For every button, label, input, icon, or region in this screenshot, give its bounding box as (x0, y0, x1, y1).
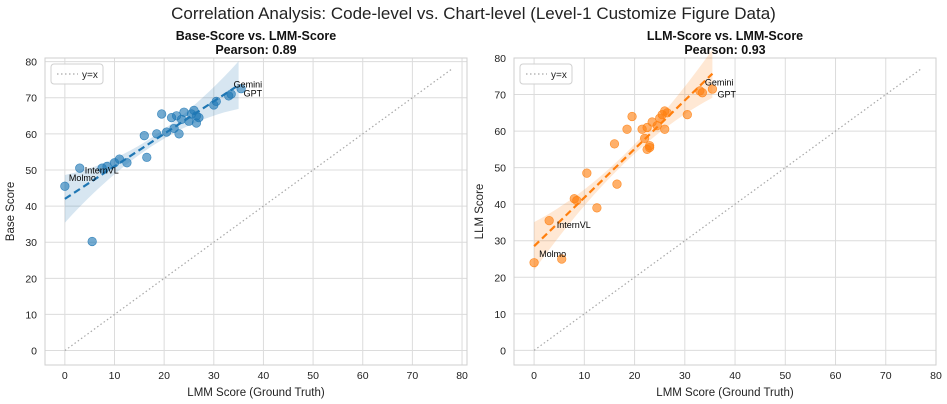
panel-title: Base-Score vs. LMM-Score (176, 29, 337, 43)
y-tick-label: 40 (494, 199, 506, 211)
data-point (60, 181, 70, 191)
y-tick-label: 0 (31, 346, 37, 358)
data-point (557, 254, 567, 264)
point-annotation: InternVL (85, 166, 119, 176)
y-tick-label: 60 (494, 126, 506, 138)
y-tick-label: 80 (494, 53, 506, 65)
y-axis-label: Base Score (5, 182, 17, 241)
data-point (662, 108, 672, 118)
data-point (75, 163, 85, 173)
identity-line (64, 68, 453, 352)
y-tick-label: 10 (494, 309, 506, 321)
data-point (697, 88, 707, 98)
data-point (122, 158, 132, 168)
x-tick-label: 70 (880, 370, 892, 382)
data-point (627, 111, 637, 122)
panel-title: LLM-Score vs. LMM-Score (647, 29, 803, 43)
x-tick-label: 20 (158, 370, 170, 382)
legend-label: y=x (551, 70, 567, 81)
x-tick-label: 10 (109, 370, 121, 382)
y-tick-label: 20 (25, 273, 37, 285)
data-point (152, 129, 162, 139)
data-point (226, 89, 236, 99)
data-point (157, 109, 167, 119)
x-tick-label: 10 (578, 370, 590, 382)
x-tick-label: 80 (456, 370, 468, 382)
y-tick-label: 70 (494, 90, 506, 102)
plot-frame (513, 57, 937, 366)
x-tick-label: 0 (62, 370, 68, 382)
data-point (609, 139, 620, 149)
x-tick-label: 60 (357, 370, 369, 382)
point-annotation: Molmo (539, 249, 566, 259)
identity-line (533, 68, 922, 351)
y-tick-label: 80 (25, 57, 37, 69)
point-annotation: InternVL (557, 220, 591, 230)
y-tick-label: 70 (25, 93, 37, 105)
data-point (162, 127, 172, 137)
x-axis-label: LMM Score (Ground Truth) (187, 387, 325, 399)
data-point (139, 131, 149, 141)
data-point (529, 258, 539, 268)
point-annotation: GPT (717, 89, 736, 99)
x-tick-label: 30 (208, 370, 220, 382)
y-tick-label: 20 (494, 272, 506, 284)
x-tick-label: 80 (930, 370, 942, 382)
data-point (582, 168, 592, 178)
x-axis-label: LMM Score (Ground Truth) (656, 387, 794, 399)
data-point (114, 154, 125, 164)
x-tick-label: 20 (629, 370, 641, 382)
panel-pearson-subtitle: Pearson: 0.93 (684, 43, 765, 57)
y-tick-label: 30 (494, 236, 506, 248)
data-point (87, 236, 97, 247)
x-tick-label: 40 (258, 370, 270, 382)
data-point (102, 161, 112, 171)
data-point (682, 110, 692, 120)
data-point (612, 179, 622, 189)
data-point (572, 195, 582, 206)
plot-frame (44, 57, 468, 366)
y-tick-label: 10 (25, 309, 37, 321)
y-tick-label: 50 (25, 165, 37, 177)
data-point (174, 129, 184, 139)
data-point (194, 112, 204, 123)
data-point (592, 203, 602, 213)
panel-1: 0 10 20 30 40 50 60 70 80 0 10 20 30 40 50 60 70 80 LMM Sc… (5, 29, 468, 399)
x-tick-label: 0 (531, 370, 537, 382)
data-point (622, 124, 632, 134)
regression-line (533, 72, 714, 248)
data-point (707, 84, 718, 94)
y-tick-label: 50 (494, 163, 506, 175)
panel-2: 0 10 20 30 40 50 60 70 80 0 10 20 30 40 50 60 70 80 LMM Sc… (474, 29, 942, 399)
data-point (142, 152, 152, 162)
y-tick-label: 0 (500, 345, 506, 357)
x-tick-label: 70 (407, 370, 419, 382)
figure-suptitle: Correlation Analysis: Code-level vs. Cha… (171, 4, 776, 23)
x-tick-label: 50 (307, 370, 319, 382)
y-tick-label: 60 (25, 129, 37, 141)
point-annotation: Molmo (69, 173, 96, 183)
point-annotation: Gemini (705, 77, 734, 87)
x-tick-label: 50 (779, 370, 791, 382)
x-tick-label: 60 (830, 370, 842, 382)
panel-pearson-subtitle: Pearson: 0.89 (215, 43, 296, 57)
regression-line (64, 84, 240, 200)
data-point (660, 124, 670, 134)
x-tick-label: 30 (679, 370, 691, 382)
data-point (645, 141, 655, 151)
legend-label: y=x (82, 70, 98, 81)
y-axis-label: LLM Score (474, 184, 486, 240)
data-point (544, 216, 554, 226)
y-tick-label: 40 (25, 201, 37, 213)
data-point (211, 96, 221, 106)
point-annotation: GPT (244, 89, 263, 99)
point-annotation: Gemini (234, 80, 263, 90)
data-point (640, 133, 650, 144)
data-point (236, 84, 246, 94)
y-tick-label: 30 (25, 237, 37, 249)
x-tick-label: 40 (729, 370, 741, 382)
